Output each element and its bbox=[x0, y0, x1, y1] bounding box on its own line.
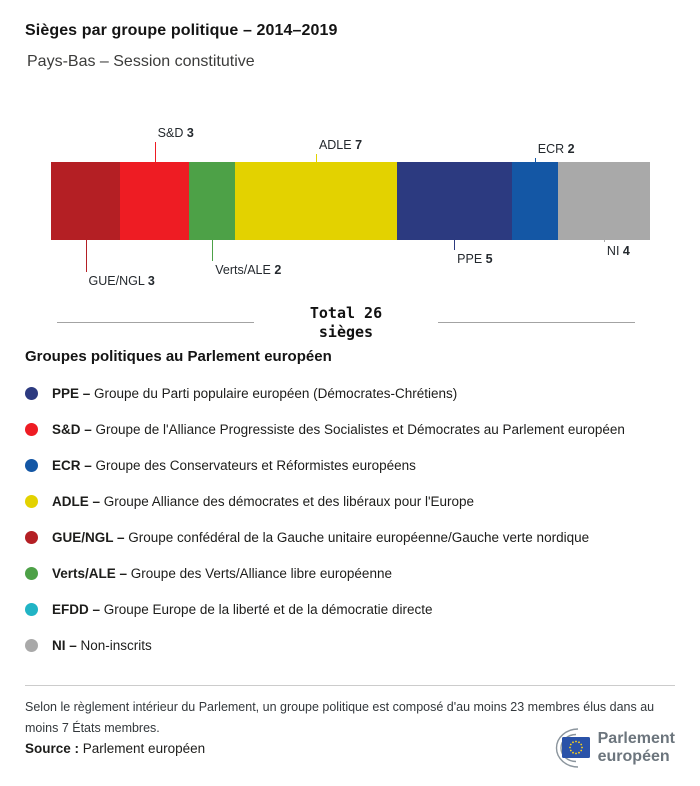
legend-item-text: ECR – Groupe des Conservateurs et Réform… bbox=[52, 457, 416, 473]
callout-label-gue-ngl: GUE/NGL 3 bbox=[88, 274, 155, 288]
legend-color-dot bbox=[25, 638, 38, 652]
legend-color-dot bbox=[25, 458, 38, 472]
callout-adle: ADLE 7 bbox=[315, 138, 362, 162]
legend-color-dot bbox=[25, 422, 38, 436]
bar-segment-verts-ale[interactable] bbox=[189, 162, 236, 240]
bar-segment-adle[interactable] bbox=[235, 162, 397, 240]
legend-color-dot bbox=[25, 386, 38, 400]
legend-item-text: EFDD – Groupe Europe de la liberté et de… bbox=[52, 601, 433, 617]
callout-ppe: PPE 5 bbox=[454, 240, 493, 266]
legend-item-ecr: ECR – Groupe des Conservateurs et Réform… bbox=[25, 458, 675, 473]
legend-color-dot bbox=[25, 494, 38, 508]
legend-item-verts-ale: Verts/ALE – Groupe des Verts/Alliance li… bbox=[25, 566, 675, 581]
legend-item-ppe: PPE – Groupe du Parti populaire européen… bbox=[25, 386, 675, 401]
legend-item-text: PPE – Groupe du Parti populaire européen… bbox=[52, 385, 458, 401]
legend-color-dot bbox=[25, 566, 38, 580]
legend-item-gue-ngl: GUE/NGL – Groupe confédéral de la Gauche… bbox=[25, 530, 675, 545]
legend-item-s-d: S&D – Groupe de l'Alliance Progressiste … bbox=[25, 422, 675, 437]
legend-item-efdd: EFDD – Groupe Europe de la liberté et de… bbox=[25, 602, 675, 617]
footnote-text: Selon le règlement intérieur du Parlemen… bbox=[25, 699, 655, 735]
callout-label-ecr: ECR 2 bbox=[537, 142, 575, 156]
legend-list: PPE – Groupe du Parti populaire européen… bbox=[25, 386, 675, 653]
callout-label-ni: NI 4 bbox=[606, 244, 630, 258]
total-seats: Total 26 sièges bbox=[254, 304, 438, 342]
source-line: Source : Parlement européen bbox=[25, 741, 205, 756]
legend-item-text: GUE/NGL – Groupe confédéral de la Gauche… bbox=[52, 529, 590, 545]
bar-segment-gue-ngl[interactable] bbox=[51, 162, 121, 240]
legend-item-text: ADLE – Groupe Alliance des démocrates et… bbox=[52, 493, 475, 509]
ep-logo-line2: européen bbox=[597, 748, 670, 765]
legend-item-ni: NI – Non-inscrits bbox=[25, 638, 675, 653]
ep-hemicycle-flag-icon bbox=[555, 728, 590, 768]
callout-label-verts-ale: Verts/ALE 2 bbox=[215, 263, 282, 277]
legend-color-dot bbox=[25, 602, 38, 616]
callout-line bbox=[154, 142, 156, 162]
bar-segment-ni[interactable] bbox=[557, 162, 650, 240]
callout-line bbox=[85, 240, 87, 272]
callout-line bbox=[315, 154, 317, 162]
legend-item-adle: ADLE – Groupe Alliance des démocrates et… bbox=[25, 494, 675, 509]
callout-ni: NI 4 bbox=[603, 240, 630, 258]
legend-item-text: NI – Non-inscrits bbox=[52, 637, 152, 653]
legend-heading: Groupes politiques au Parlement européen bbox=[25, 347, 332, 365]
callout-line bbox=[454, 240, 456, 250]
callout-gue-ngl: GUE/NGL 3 bbox=[85, 240, 155, 288]
callout-label-s-d: S&D 3 bbox=[157, 126, 194, 140]
source-label: Source : bbox=[25, 740, 80, 756]
callout-line bbox=[212, 240, 214, 261]
bar-segment-s-d[interactable] bbox=[120, 162, 190, 240]
footnote-divider bbox=[25, 684, 675, 686]
total-divider-right bbox=[438, 322, 635, 324]
ep-logo-line1: Parlement bbox=[597, 729, 675, 747]
callout-s-d: S&D 3 bbox=[154, 126, 194, 162]
total-sublabel: sièges bbox=[318, 322, 374, 341]
total-label: Total 26 bbox=[309, 304, 383, 322]
legend-item-text: S&D – Groupe de l'Alliance Progressiste … bbox=[52, 421, 625, 437]
legend-item-text: Verts/ALE – Groupe des Verts/Alliance li… bbox=[52, 565, 392, 581]
callout-label-adle: ADLE 7 bbox=[318, 138, 363, 152]
bar-segment-ppe[interactable] bbox=[396, 162, 512, 240]
callout-line bbox=[603, 240, 605, 242]
bar-segment-ecr[interactable] bbox=[511, 162, 558, 240]
total-row: Total 26 sièges bbox=[57, 304, 635, 342]
page-title: Sièges par groupe politique – 2014–2019 bbox=[25, 22, 338, 39]
source-value: Parlement européen bbox=[82, 740, 206, 756]
seat-bar bbox=[51, 162, 650, 240]
total-divider-left bbox=[57, 322, 254, 324]
page-subtitle: Pays-Bas – Session constitutive bbox=[27, 53, 255, 70]
callout-label-ppe: PPE 5 bbox=[457, 252, 493, 266]
ep-logo: Parlement européen bbox=[528, 726, 675, 770]
callout-verts-ale: Verts/ALE 2 bbox=[212, 240, 281, 277]
legend-color-dot bbox=[25, 530, 38, 544]
footer: Source : Parlement européen bbox=[25, 726, 675, 770]
seat-chart: GUE/NGL 3 S&D 3 Verts/ALE 2 ADLE 7 PPE 5 ECR … bbox=[25, 117, 675, 292]
seat-bar-wrap: GUE/NGL 3 S&D 3 Verts/ALE 2 ADLE 7 PPE 5 ECR … bbox=[51, 126, 650, 288]
ep-logo-text: Parlement européen bbox=[598, 730, 675, 767]
